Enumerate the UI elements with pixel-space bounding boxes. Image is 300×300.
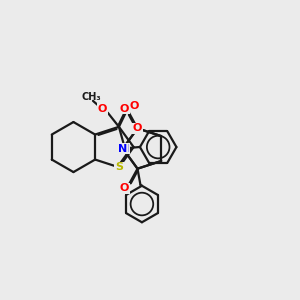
Text: O: O [130, 100, 139, 111]
Text: N: N [120, 143, 130, 154]
Text: O: O [98, 104, 107, 114]
Text: O: O [120, 183, 129, 194]
Text: N: N [118, 143, 128, 154]
Text: S: S [115, 162, 123, 172]
Text: CH₃: CH₃ [82, 92, 101, 102]
Text: O: O [133, 123, 142, 134]
Text: O: O [120, 103, 129, 114]
